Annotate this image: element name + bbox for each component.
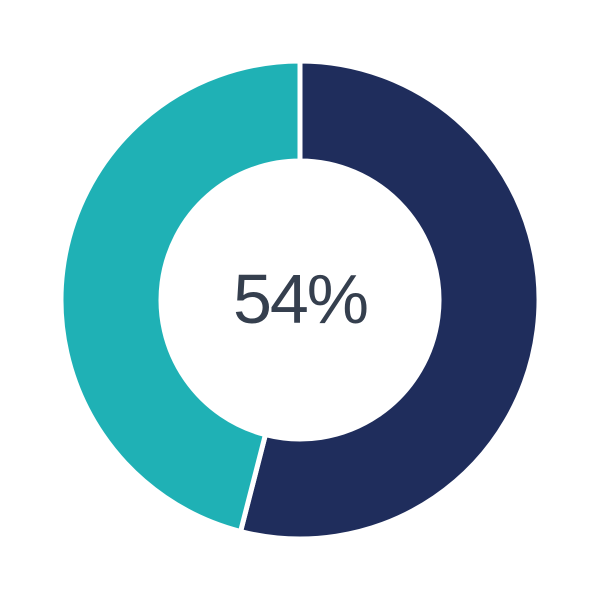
donut-slice-value — [237, 58, 542, 542]
donut-slice-remainder — [58, 58, 303, 535]
